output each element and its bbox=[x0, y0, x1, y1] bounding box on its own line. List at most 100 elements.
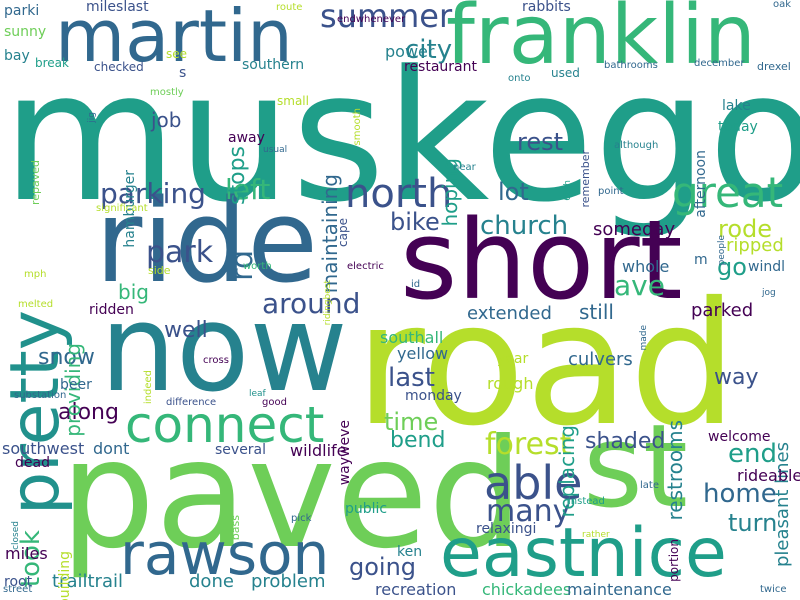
word-big: big bbox=[118, 280, 149, 304]
word-monday: monday bbox=[405, 388, 462, 404]
word-rough: rough bbox=[487, 374, 534, 393]
word-lake: lake bbox=[722, 98, 751, 114]
word-franklin: franklin bbox=[446, 0, 756, 83]
word-lot: lot bbox=[498, 178, 529, 206]
word-job: job bbox=[151, 108, 182, 132]
word-pleasant-lines: pleasant lines bbox=[772, 442, 793, 567]
word-portion: portion bbox=[667, 539, 681, 582]
word-made: made bbox=[639, 325, 649, 351]
word-maintenance: maintenance bbox=[567, 580, 672, 599]
word-forest: forest bbox=[485, 427, 572, 462]
word-mostly: mostly bbox=[150, 87, 184, 98]
word-cape: cape bbox=[336, 218, 350, 247]
word-ripped: ripped bbox=[726, 235, 784, 256]
word-ride: ride bbox=[95, 175, 318, 309]
word-rideable: rideable bbox=[737, 466, 800, 485]
word-church: church bbox=[480, 211, 569, 241]
word-southall: southall bbox=[380, 328, 444, 347]
word-dead: dead bbox=[15, 455, 50, 471]
word-ken: ken bbox=[397, 544, 423, 560]
word-shaded: shaded bbox=[585, 429, 666, 454]
word-worth: worth bbox=[243, 261, 272, 272]
word-side: side bbox=[148, 264, 171, 277]
word-stops: stops bbox=[225, 146, 250, 205]
word-rabbits: rabbits bbox=[522, 0, 571, 15]
word-year: year bbox=[497, 351, 529, 367]
word-oak: oak bbox=[773, 0, 792, 10]
word-rest: rest bbox=[517, 128, 564, 156]
word-smooth: smooth bbox=[352, 108, 363, 146]
word-leaf: leaf bbox=[249, 389, 266, 399]
word-restaurant: restaurant bbox=[404, 59, 477, 75]
word-going: going bbox=[349, 553, 417, 581]
word-now: now bbox=[100, 280, 348, 419]
word-last: last bbox=[388, 363, 435, 393]
word-instead: instead bbox=[568, 496, 605, 507]
word-st: st bbox=[583, 400, 689, 534]
word-rather: rather bbox=[582, 530, 610, 540]
word-small: small bbox=[277, 94, 309, 108]
word-summer: summer bbox=[320, 0, 453, 35]
word-jog: jog bbox=[762, 288, 776, 298]
word-paved: paved bbox=[60, 408, 524, 582]
word-root: root bbox=[4, 574, 33, 590]
word-bike: bike bbox=[390, 208, 440, 236]
word-wildlife: wildlife bbox=[290, 441, 347, 460]
word-culvers: culvers bbox=[568, 349, 633, 370]
word-still: still bbox=[579, 300, 614, 324]
word-late: late bbox=[640, 480, 659, 491]
word-southwest: southwest bbox=[2, 439, 85, 458]
word-restrooms: restrooms bbox=[663, 420, 687, 521]
word-go: go bbox=[717, 253, 747, 281]
word-windl: windl bbox=[748, 259, 785, 275]
word-time: time bbox=[384, 408, 439, 436]
word-closed: closed bbox=[11, 521, 21, 550]
word-public: public bbox=[345, 501, 388, 517]
word-trailtrail: trailtrail bbox=[52, 571, 123, 592]
word-ridingbest: ridingbest bbox=[323, 280, 333, 326]
word-miles: miles bbox=[5, 544, 48, 563]
word-pick: pick bbox=[291, 513, 312, 524]
word-many: many bbox=[486, 494, 571, 529]
word-power: power bbox=[385, 42, 435, 61]
word-bass: bass bbox=[229, 515, 242, 541]
word-drexel: drexel bbox=[757, 60, 791, 73]
word-good: good bbox=[262, 397, 287, 408]
word-electric: electric bbox=[347, 261, 384, 272]
word-december: december bbox=[694, 58, 745, 69]
word-chickadees: chickadees bbox=[482, 580, 572, 599]
word-onto: onto bbox=[508, 73, 531, 84]
word-usual: usual bbox=[263, 145, 288, 155]
word-break: break bbox=[35, 56, 69, 70]
word-difference: difference bbox=[166, 397, 217, 408]
word-recreation: recreation bbox=[375, 580, 457, 599]
word-remember: remember bbox=[579, 150, 592, 208]
word-mph: mph bbox=[24, 269, 47, 280]
word-martin: martin bbox=[55, 0, 293, 78]
word-parked: parked bbox=[691, 300, 754, 321]
word-dont: dont bbox=[93, 439, 130, 458]
word-substation: substation bbox=[14, 390, 67, 401]
word-north: north bbox=[345, 171, 453, 217]
word-way: way bbox=[714, 365, 759, 390]
word-away: away bbox=[228, 130, 265, 146]
word-problem: problem bbox=[251, 571, 326, 592]
word-point: point bbox=[598, 186, 624, 197]
word-parking: parking bbox=[100, 177, 206, 210]
word-checked: checked bbox=[94, 60, 144, 74]
word-city: city bbox=[405, 35, 453, 65]
word-along: along bbox=[58, 400, 119, 425]
word-able: able bbox=[484, 456, 583, 510]
word-welcome: welcome bbox=[708, 429, 771, 445]
word-home: home bbox=[703, 479, 777, 509]
word-eastnice: eastnice bbox=[440, 514, 727, 593]
word-although: although bbox=[614, 140, 659, 151]
word-left: left bbox=[225, 173, 271, 206]
word-yellow: yellow bbox=[397, 344, 449, 363]
word-sunny: sunny bbox=[4, 24, 47, 40]
word-southern: southern bbox=[242, 57, 305, 73]
word-today: today bbox=[718, 119, 758, 135]
word-used: used bbox=[551, 66, 580, 80]
word-id: id bbox=[411, 279, 421, 290]
